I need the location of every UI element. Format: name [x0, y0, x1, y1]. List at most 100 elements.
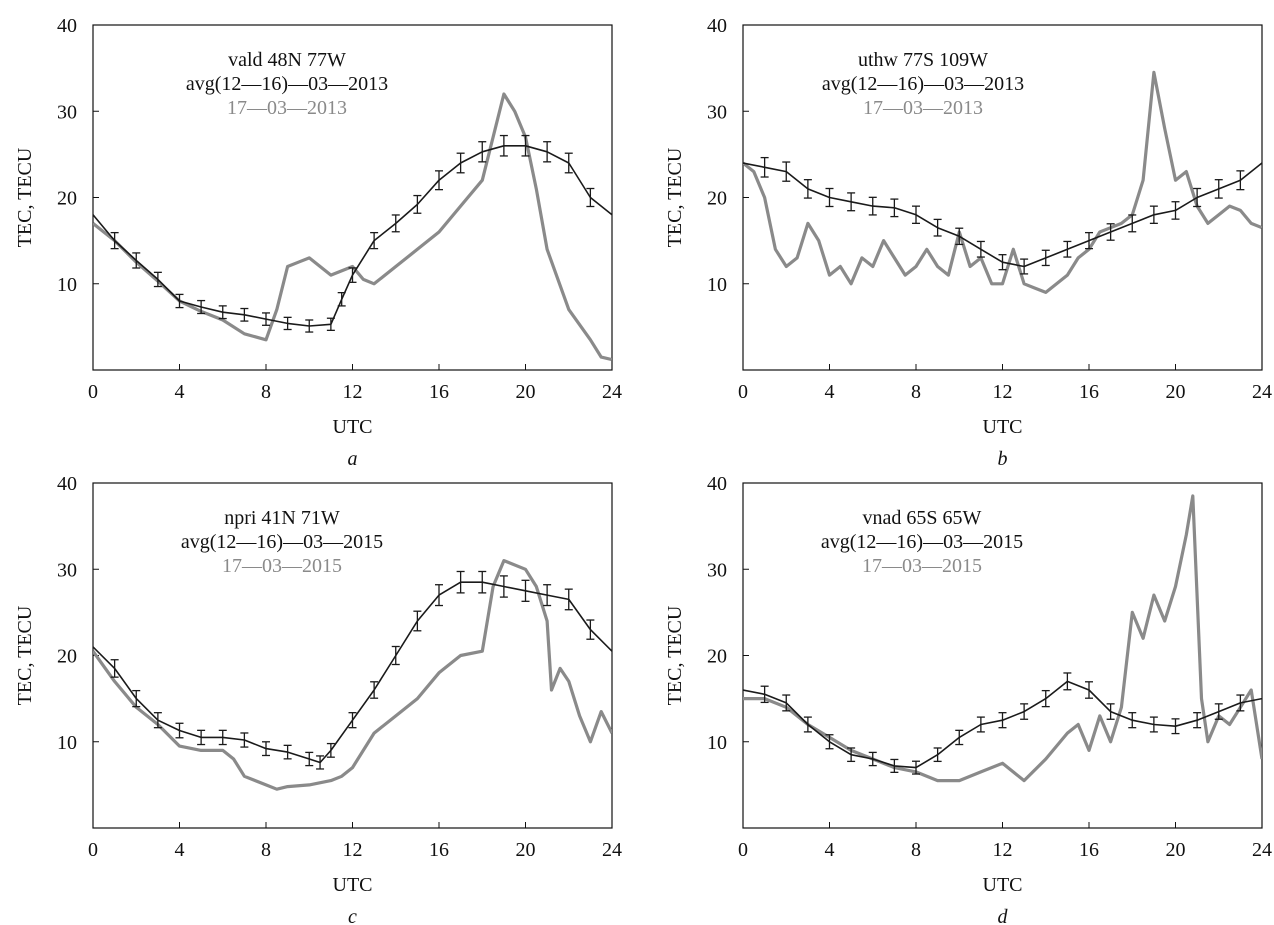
x-tick-label: 12: [993, 839, 1013, 861]
event-series-line: [93, 558, 612, 791]
error-bar: [1041, 689, 1050, 708]
error-bar: [240, 732, 249, 748]
y-tick-label: 10: [57, 274, 77, 296]
error-bar: [1041, 249, 1050, 267]
error-bar: [847, 192, 856, 212]
x-axis-title: UTC: [983, 416, 1023, 438]
x-axis-title: UTC: [333, 874, 373, 896]
error-bar: [110, 231, 119, 250]
error-bar: [456, 570, 465, 594]
error-bar: [316, 755, 325, 770]
x-tick-label: 4: [175, 381, 185, 403]
error-bar: [825, 187, 834, 208]
station-label: vnad 65S 65W: [863, 507, 982, 529]
error-bar: [478, 141, 487, 163]
error-bar: [912, 760, 920, 775]
average-series-line: [93, 145, 612, 327]
chart-panel-a: 0 4 8 12 16 20 24 10 20 30 40 UTC TEC, TECU a vald 48N…: [14, 15, 622, 470]
y-tick-label: 10: [707, 732, 727, 754]
error-bar: [240, 307, 249, 322]
error-bar: [413, 610, 422, 632]
error-bar: [413, 194, 422, 214]
error-bar: [564, 588, 573, 611]
error-bar: [933, 218, 942, 237]
error-bar: [1214, 703, 1223, 720]
error-bar: [782, 161, 791, 182]
x-tick-label: 8: [911, 839, 921, 861]
y-tick-label: 20: [57, 646, 77, 668]
event-series-label: 17—03—2015: [862, 555, 982, 577]
error-bar: [478, 570, 487, 594]
y-tick-label: 40: [707, 15, 727, 37]
y-tick-label: 30: [57, 101, 77, 123]
station-label: uthw 77S 109W: [858, 49, 988, 71]
event-series-label: 17—03—2015: [222, 555, 342, 577]
x-tick-label: 24: [1252, 381, 1272, 403]
x-tick-label: 16: [1079, 839, 1099, 861]
y-axis-title: TEC, TECU: [14, 147, 36, 247]
error-bar: [1171, 718, 1180, 735]
error-bar: [326, 742, 335, 758]
y-tick-label: 30: [707, 101, 727, 123]
error-bar: [803, 716, 812, 733]
error-bar: [153, 271, 162, 288]
event-series-line: [93, 92, 612, 362]
error-bar: [586, 187, 595, 208]
station-label: npri 41N 71W: [224, 507, 340, 529]
y-tick-label: 10: [57, 732, 77, 754]
error-bar: [803, 179, 812, 199]
error-bar: [998, 712, 1007, 729]
event-series-line: [743, 70, 1262, 294]
error-bar: [868, 196, 877, 216]
y-tick-label: 20: [707, 646, 727, 668]
x-tick-label: 20: [1166, 381, 1186, 403]
error-bar: [348, 712, 357, 729]
x-tick-label: 20: [516, 381, 536, 403]
error-bar: [218, 305, 227, 320]
error-bar: [110, 659, 119, 678]
error-bar: [132, 689, 141, 708]
error-bar: [825, 734, 834, 750]
error-bar: [1085, 231, 1093, 250]
error-bar: [305, 751, 314, 767]
error-bar: [890, 198, 899, 218]
error-bar: [912, 205, 920, 225]
error-bar: [499, 575, 508, 598]
panel-letter: c: [348, 906, 357, 925]
chart-panel-b: 0 4 8 12 16 20 24 10 20 30 40 UTC TEC, TECU b uthw 77S…: [664, 15, 1272, 470]
error-bar: [1106, 703, 1115, 720]
error-bar: [543, 141, 552, 163]
error-bar: [976, 240, 985, 258]
error-bar: [1193, 712, 1202, 729]
x-tick-label: 24: [602, 381, 622, 403]
error-bar: [499, 134, 508, 157]
y-tick-label: 20: [57, 188, 77, 210]
error-bar: [370, 231, 379, 250]
error-bar: [1236, 170, 1245, 191]
error-bar: [1171, 201, 1180, 220]
error-bar: [1085, 681, 1093, 699]
error-bar: [847, 747, 856, 763]
chart-panel-c: 0 4 8 12 16 20 24 10 20 30 40 UTC TEC, TECU c npri 41N…: [14, 473, 622, 925]
y-tick-label: 20: [707, 188, 727, 210]
error-bar: [998, 254, 1007, 271]
error-bar: [1236, 694, 1245, 712]
error-bar: [1020, 703, 1029, 720]
error-bar: [955, 729, 964, 746]
x-tick-label: 12: [343, 839, 363, 861]
error-bar: [890, 758, 899, 773]
y-tick-label: 10: [707, 274, 727, 296]
x-axis-title: UTC: [983, 874, 1023, 896]
error-bar: [435, 584, 443, 607]
error-bar: [197, 729, 206, 746]
event-series-line: [743, 494, 1262, 783]
error-bar: [1193, 187, 1202, 208]
error-bar: [218, 729, 227, 746]
error-bar: [262, 741, 270, 757]
x-axis-title: UTC: [333, 416, 373, 438]
x-tick-label: 4: [825, 381, 835, 403]
panel-letter: b: [998, 448, 1008, 470]
error-bar: [521, 579, 530, 602]
y-tick-label: 40: [57, 15, 77, 37]
